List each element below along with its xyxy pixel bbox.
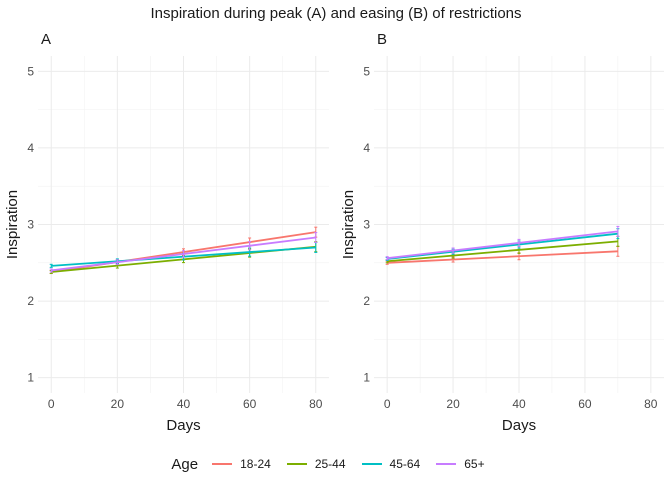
y-tick-label: 4 bbox=[27, 141, 34, 155]
y-tick-label: 2 bbox=[363, 294, 370, 308]
y-tick-label: 3 bbox=[27, 218, 34, 232]
y-axis-title: Inspiration bbox=[4, 190, 21, 259]
x-axis-title: Days bbox=[166, 417, 200, 434]
legend-title: Age bbox=[171, 455, 199, 473]
panel-b: 0 20 40 60 80 1 2 3 4 5 B Days Inspiration bbox=[340, 31, 664, 434]
legend-key-18-24 bbox=[212, 463, 233, 465]
series-line-65plus bbox=[51, 236, 316, 272]
x-tick-label: 0 bbox=[384, 397, 391, 411]
x-tick-label: 40 bbox=[177, 397, 191, 411]
panel-label-a: A bbox=[41, 31, 51, 48]
x-tick-label: 20 bbox=[111, 397, 125, 411]
legend-item-65plus: 65+ bbox=[436, 457, 485, 471]
x-tick-label: 60 bbox=[243, 397, 257, 411]
legend-label-25-44: 25-44 bbox=[314, 457, 346, 471]
x-tick-label: 0 bbox=[48, 397, 55, 411]
y-tick-label: 5 bbox=[27, 64, 34, 78]
legend-key-25-44 bbox=[286, 463, 307, 465]
series-line-25-44 bbox=[387, 240, 618, 263]
y-tick-label: 2 bbox=[27, 294, 34, 308]
x-tick-label: 60 bbox=[578, 397, 592, 411]
legend-label-65plus: 65+ bbox=[464, 457, 485, 471]
legend-label-45-64: 45-64 bbox=[389, 457, 421, 471]
figure-title: Inspiration during peak (A) and easing (… bbox=[150, 5, 522, 22]
y-tick-label: 1 bbox=[27, 371, 34, 385]
legend-key-65plus bbox=[436, 463, 457, 465]
legend: Age 18-24 25-44 45-64 65+ bbox=[0, 452, 672, 476]
x-axis-title: Days bbox=[502, 417, 536, 434]
y-tick-label: 4 bbox=[363, 141, 370, 155]
legend-item-18-24: 18-24 bbox=[212, 457, 271, 471]
legend-item-25-44: 25-44 bbox=[286, 457, 346, 471]
panel-a: 0 20 40 60 80 1 2 3 4 5 A Days Inspiration bbox=[4, 31, 329, 434]
x-tick-label: 80 bbox=[309, 397, 323, 411]
y-tick-label: 5 bbox=[363, 64, 370, 78]
legend-label-18-24: 18-24 bbox=[240, 457, 271, 471]
series-line-18-24 bbox=[387, 250, 618, 264]
legend-item-45-64: 45-64 bbox=[361, 457, 421, 471]
chart-canvas: 0 20 40 60 80 1 2 3 4 5 A Days Inspiration 0 20 40 60 80 1… bbox=[4, 31, 664, 434]
series-line-65plus bbox=[387, 230, 618, 260]
x-tick-label: 80 bbox=[644, 397, 658, 411]
x-tick-label: 40 bbox=[512, 397, 526, 411]
y-tick-label: 1 bbox=[363, 371, 370, 385]
panel-label-b: B bbox=[377, 31, 387, 48]
x-tick-label: 20 bbox=[446, 397, 460, 411]
legend-key-45-64 bbox=[361, 463, 382, 465]
series-line-45-64 bbox=[387, 232, 618, 260]
y-axis-title: Inspiration bbox=[340, 190, 357, 259]
y-tick-label: 3 bbox=[363, 218, 370, 232]
